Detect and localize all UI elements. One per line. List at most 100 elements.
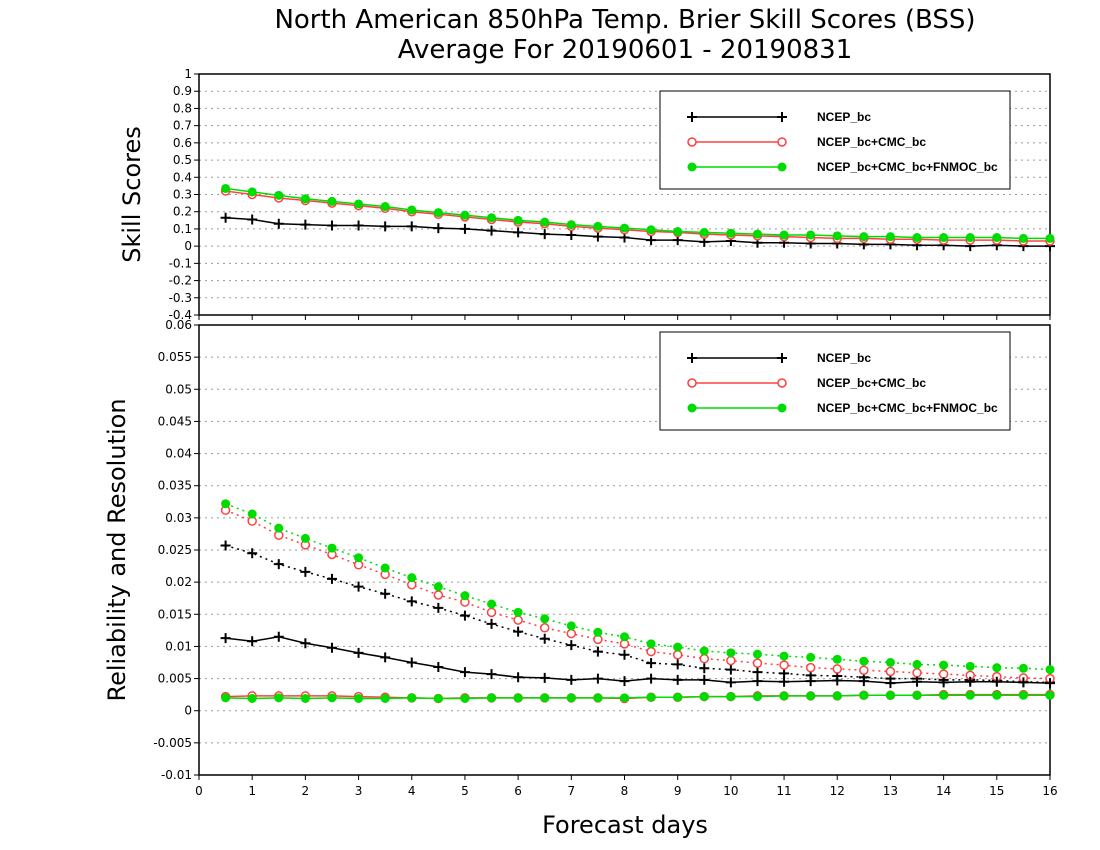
data-point [939, 690, 949, 700]
y-tick-label: 0 [184, 704, 192, 718]
data-point [566, 628, 577, 639]
data-point [832, 231, 842, 241]
legend: NCEP_bc NCEP_bc+CMC_bc NCEP_bc+CMC_bc+FNMO… [659, 90, 1011, 190]
data-point [752, 692, 762, 702]
series-line [225, 636, 1051, 684]
y-axis-title: Reliability and Resolution [103, 398, 131, 701]
data-point [566, 220, 576, 230]
data-point [221, 693, 231, 703]
data-point [513, 672, 524, 683]
y-tick-label: 0.04 [165, 447, 192, 461]
data-point [566, 229, 577, 240]
data-point [247, 187, 257, 197]
data-point [965, 690, 975, 700]
plot-frame [198, 73, 1051, 316]
y-tick-label: 0.025 [158, 543, 192, 557]
legend-label: NCEP_bc [817, 110, 871, 124]
legend-marker [687, 137, 697, 147]
data-point [912, 233, 922, 243]
legend-marker [777, 112, 787, 122]
data-point [779, 691, 789, 701]
y-tick-label: 0.5 [173, 153, 192, 167]
data-point [726, 655, 736, 666]
x-axis-title: Forecast days [542, 811, 708, 839]
data-point [221, 183, 231, 193]
chart-title-line1: North American 850hPa Temp. Brier Skill … [274, 5, 975, 35]
y-tick-label: 0 [184, 239, 192, 253]
data-point [992, 233, 1002, 243]
series-ncep-bc [220, 631, 1055, 689]
legend-marker [777, 353, 787, 363]
data-point [459, 667, 470, 678]
data-point [513, 626, 524, 637]
data-point [247, 548, 258, 559]
plot-frame [198, 324, 1051, 776]
x-tick-label: 5 [461, 784, 469, 798]
x-tick-label: 11 [776, 784, 791, 798]
data-point [433, 590, 444, 600]
legend-marker [777, 378, 787, 388]
y-tick-label: 0.045 [158, 414, 192, 428]
data-point [486, 607, 497, 618]
data-point [274, 693, 284, 703]
data-point [486, 618, 497, 629]
data-point [433, 694, 443, 703]
series-line [225, 216, 1050, 247]
data-point [779, 660, 789, 670]
data-point [1045, 690, 1055, 700]
data-point [779, 651, 789, 661]
data-point [487, 599, 497, 609]
y-tick-label: 0.9 [173, 84, 192, 98]
data-point [459, 223, 470, 234]
y-tick-label: 0.02 [165, 575, 192, 589]
x-tick-label: 12 [830, 784, 845, 798]
y-tick-label: 0.06 [165, 318, 192, 332]
data-point [327, 693, 337, 703]
data-point [460, 694, 470, 703]
data-point [885, 666, 896, 677]
data-point [646, 639, 656, 649]
x-tick-label: 1 [248, 784, 256, 798]
legend-label: NCEP_bc+CMC_bc [817, 135, 926, 149]
series-line [225, 503, 1051, 671]
data-point [300, 566, 311, 577]
data-point [539, 623, 550, 633]
data-point [592, 673, 603, 684]
data-point [406, 657, 417, 668]
data-point [460, 591, 470, 601]
data-point [247, 636, 258, 647]
data-point [939, 660, 949, 670]
data-point [353, 647, 364, 658]
data-point [353, 581, 364, 592]
data-point [725, 677, 736, 688]
data-point [1045, 678, 1055, 689]
data-point [646, 235, 657, 246]
data-point [805, 662, 816, 673]
data-point [433, 223, 444, 234]
data-point [992, 663, 1002, 673]
data-point [326, 573, 337, 584]
series-ncep-bc-cmc-bc-fnmoc-bc [221, 183, 1055, 243]
legend-marker [687, 378, 697, 388]
y-tick-label: 0.6 [173, 136, 192, 150]
data-point [273, 559, 284, 570]
legend-box [659, 331, 1011, 431]
legend-marker [777, 137, 787, 147]
series-ncep-bc-cmc-bc-fnmoc-bc [221, 690, 1055, 703]
y-tick-label: 0.055 [158, 350, 192, 364]
data-point [354, 694, 364, 703]
data-point [885, 658, 895, 667]
data-point [965, 233, 975, 243]
data-point [353, 220, 364, 231]
series-ncep-bc [220, 212, 1055, 252]
data-point [885, 690, 895, 700]
data-point [726, 648, 736, 658]
data-point [912, 668, 922, 678]
data-point [672, 659, 683, 670]
data-point [646, 673, 657, 684]
data-point [539, 633, 550, 644]
y-tick-label: -0.3 [169, 291, 192, 305]
data-point [326, 642, 337, 653]
data-point [752, 658, 763, 668]
data-point [220, 212, 231, 223]
